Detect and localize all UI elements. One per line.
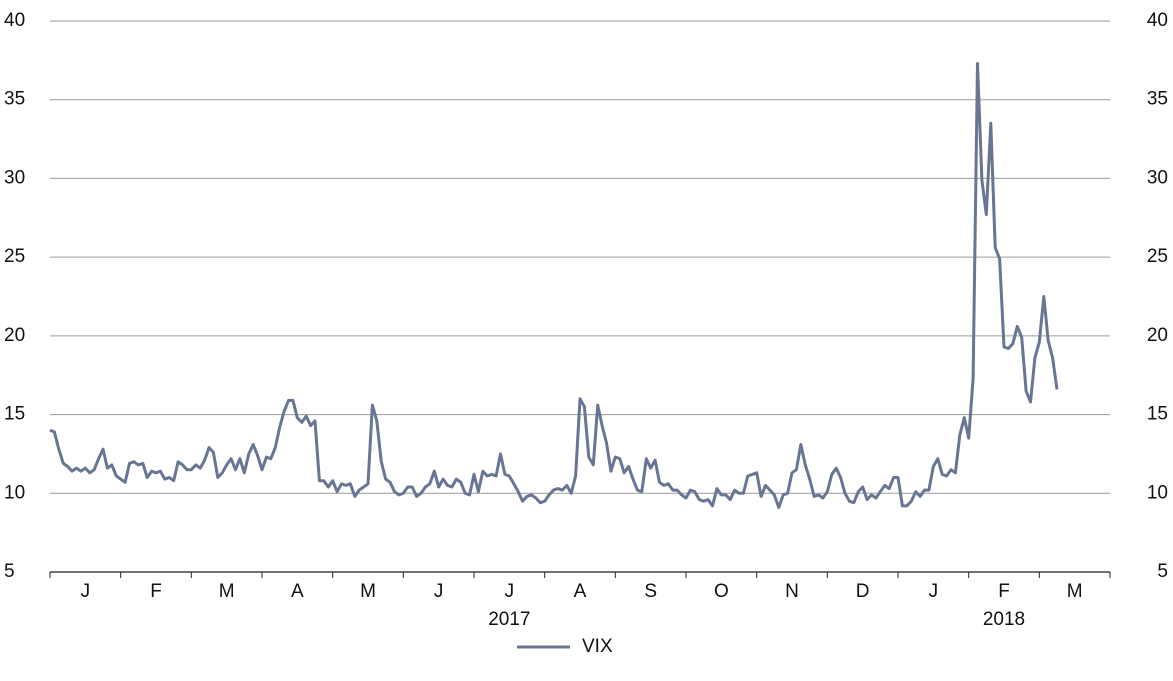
- month-label: F: [998, 581, 1010, 602]
- series-line: [49, 62, 1059, 509]
- y-tick-label: 40: [4, 10, 25, 31]
- month-label: F: [150, 581, 162, 602]
- month-label: N: [785, 581, 799, 602]
- month-label: M: [219, 581, 235, 602]
- y2-tick-label: 25: [1147, 246, 1168, 267]
- y-tick-label: 10: [4, 482, 25, 503]
- month-label: M: [1067, 581, 1083, 602]
- y-tick-label: 20: [4, 325, 25, 346]
- month-label: J: [434, 581, 444, 602]
- month-label: O: [714, 581, 729, 602]
- y2-tick-label: 20: [1147, 325, 1168, 346]
- month-label: D: [856, 581, 870, 602]
- legend-label: VIX: [582, 636, 613, 657]
- year-label: 2017: [488, 609, 530, 630]
- y2-tick-label: 5: [1157, 561, 1168, 582]
- month-label: J: [81, 581, 91, 602]
- month-label: M: [360, 581, 376, 602]
- y-tick-label: 5: [4, 561, 15, 582]
- y2-tick-label: 10: [1147, 482, 1168, 503]
- y2-tick-label: 40: [1147, 10, 1168, 31]
- y2-tick-label: 30: [1147, 167, 1168, 188]
- y-tick-label: 15: [4, 404, 25, 425]
- month-label: S: [644, 581, 657, 602]
- y-tick-label: 35: [4, 89, 25, 110]
- y-tick-label: 25: [4, 246, 25, 267]
- y2-tick-label: 15: [1147, 404, 1168, 425]
- month-label: J: [929, 581, 939, 602]
- month-label: A: [574, 581, 587, 602]
- month-label: J: [505, 581, 515, 602]
- y-tick-label: 30: [4, 167, 25, 188]
- month-label: A: [291, 581, 304, 602]
- year-label: 2018: [983, 609, 1025, 630]
- y2-tick-label: 35: [1147, 89, 1168, 110]
